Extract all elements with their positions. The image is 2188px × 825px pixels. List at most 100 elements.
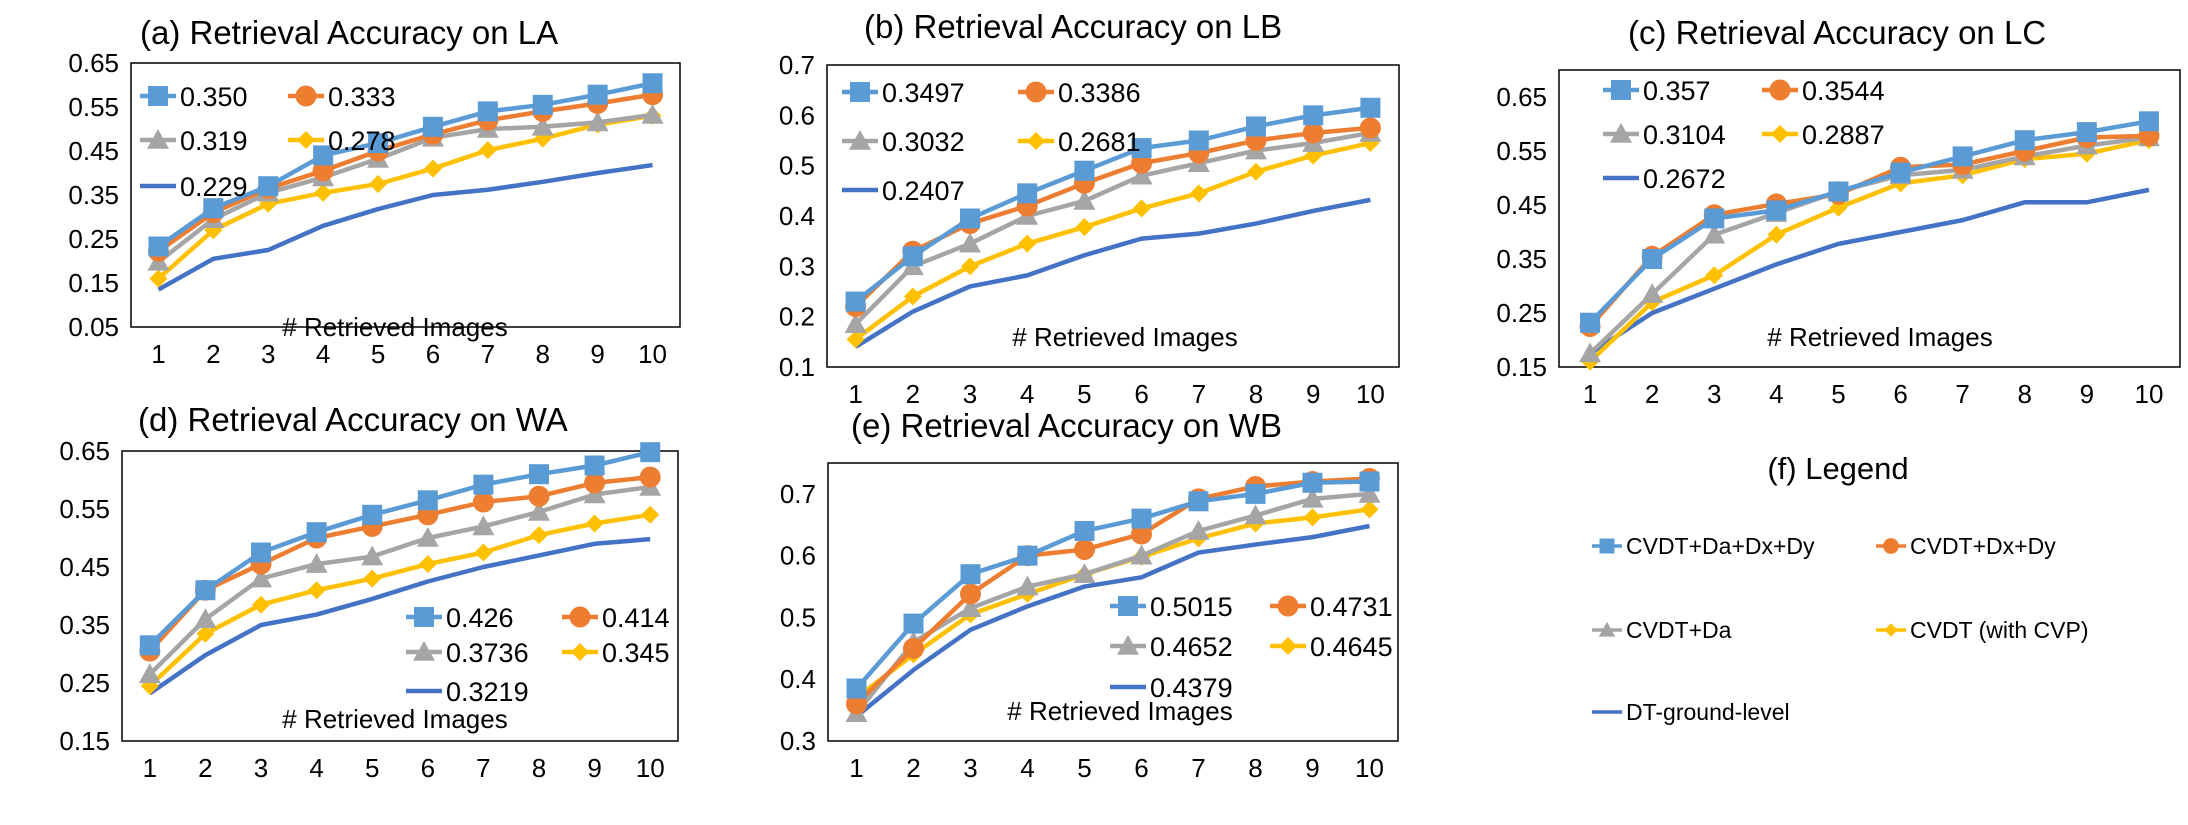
legend-entry: 0.319 bbox=[140, 126, 248, 156]
y-tick-label: 0.65 bbox=[59, 436, 110, 466]
x-tick-label: 7 bbox=[481, 339, 495, 369]
y-tick-label: 0.15 bbox=[1496, 352, 1547, 382]
y-tick-label: 0.55 bbox=[1496, 136, 1547, 166]
y-tick-label: 0.7 bbox=[780, 479, 816, 509]
legend-label: 0.2672 bbox=[1643, 164, 1726, 194]
legend-panel-label: CVDT+Dx+Dy bbox=[1910, 533, 2056, 559]
data-point bbox=[422, 116, 443, 137]
series-ground bbox=[854, 197, 1371, 349]
series-line bbox=[854, 197, 1371, 349]
x-tick-label: 9 bbox=[587, 753, 601, 783]
data-point bbox=[258, 176, 279, 197]
legend-label: 0.229 bbox=[180, 172, 248, 202]
legend-entry: 0.3736 bbox=[406, 638, 529, 668]
x-tick-label: 9 bbox=[1305, 753, 1319, 783]
y-tick-label: 0.4 bbox=[779, 201, 815, 231]
series-line bbox=[148, 484, 651, 676]
data-point bbox=[368, 133, 389, 154]
x-tick-label: 8 bbox=[532, 753, 546, 783]
x-tick-label: 2 bbox=[1645, 379, 1659, 409]
x-tick-label: 2 bbox=[906, 753, 920, 783]
x-tick-label: 2 bbox=[198, 753, 212, 783]
data-point bbox=[1131, 523, 1152, 545]
series-line bbox=[1588, 119, 2150, 325]
x-tick-label: 3 bbox=[963, 753, 977, 783]
x-tick-label: 9 bbox=[1306, 379, 1320, 409]
series-ground bbox=[148, 536, 651, 696]
legend-entry: 0.2407 bbox=[842, 176, 965, 206]
legend-label: 0.3219 bbox=[446, 677, 529, 707]
data-point bbox=[1302, 472, 1323, 493]
data-point bbox=[472, 515, 495, 536]
x-tick-label: 5 bbox=[1831, 379, 1845, 409]
series-line bbox=[854, 476, 1370, 706]
chart-a: 0.05 0.15 0.25 0.35 0.45 0.55 0.65 1 2 3 4 5 6 7 8 9 10 (… bbox=[68, 14, 681, 369]
legend-label: 0.350 bbox=[180, 82, 248, 112]
data-point bbox=[250, 567, 272, 588]
x-tick-label: 2 bbox=[206, 339, 220, 369]
legend-label: 0.3386 bbox=[1058, 78, 1141, 108]
chart-legend: 0.426 0.414 0.3736 0.345 0.3219 bbox=[406, 603, 670, 707]
data-point bbox=[1017, 183, 1038, 204]
chart-title: (a) Retrieval Accuracy on LA bbox=[140, 14, 558, 51]
data-point bbox=[1360, 97, 1381, 118]
legend-swatch-marker bbox=[297, 131, 315, 149]
legend-entry: 0.2672 bbox=[1603, 164, 1726, 194]
x-tick-label: 10 bbox=[636, 753, 665, 783]
x-tick-label: 6 bbox=[1893, 379, 1907, 409]
legend-label: 0.5015 bbox=[1150, 592, 1233, 622]
y-tick-label: 0.2 bbox=[779, 302, 815, 332]
data-point bbox=[846, 678, 867, 699]
series-line bbox=[148, 536, 651, 696]
series-line bbox=[854, 140, 1371, 342]
x-tick-label: 9 bbox=[2080, 379, 2094, 409]
x-tick-label: 4 bbox=[1020, 379, 1034, 409]
plot-frame bbox=[827, 462, 1399, 742]
data-point bbox=[1130, 544, 1153, 565]
data-point bbox=[478, 141, 497, 160]
y-tick-label: 0.25 bbox=[68, 224, 119, 254]
data-point bbox=[307, 581, 326, 600]
legend-label: 0.319 bbox=[180, 126, 248, 156]
y-tick-label: 0.45 bbox=[68, 136, 119, 166]
data-point bbox=[473, 474, 494, 495]
x-axis-label: # Retrieved Images bbox=[1767, 322, 1992, 352]
data-point bbox=[586, 111, 609, 132]
data-point bbox=[251, 542, 271, 563]
legend-entry: 0.2681 bbox=[1018, 127, 1141, 157]
series-line bbox=[148, 449, 651, 647]
data-point bbox=[1767, 225, 1786, 244]
data-point bbox=[587, 84, 608, 105]
data-point bbox=[423, 159, 442, 178]
data-point bbox=[1132, 199, 1151, 218]
x-axis-label: # Retrieved Images bbox=[1012, 322, 1237, 352]
y-tick-label: 0.5 bbox=[779, 151, 815, 181]
data-point bbox=[1073, 563, 1096, 583]
x-axis-label: # Retrieved Images bbox=[282, 704, 507, 734]
legend-swatch-marker bbox=[413, 641, 435, 661]
y-tick-label: 0.7 bbox=[779, 50, 815, 80]
series-ground bbox=[855, 523, 1370, 719]
legend-label: 0.4731 bbox=[1310, 592, 1393, 622]
data-point bbox=[149, 269, 168, 288]
x-tick-label: 5 bbox=[1077, 753, 1091, 783]
legend-swatch-marker bbox=[1610, 123, 1632, 143]
chart-c: 0.15 0.25 0.35 0.45 0.55 0.65 1 2 3 4 5 6 7 8 9 10 (c) R… bbox=[1496, 14, 2181, 409]
legend-entry: 0.3386 bbox=[1018, 78, 1141, 108]
y-tick-label: 0.35 bbox=[68, 180, 119, 210]
data-point bbox=[584, 455, 605, 476]
legend-entry: 0.3219 bbox=[406, 677, 529, 707]
legend-swatch-marker bbox=[850, 82, 870, 102]
x-tick-label: 6 bbox=[426, 339, 440, 369]
y-tick-label: 0.55 bbox=[68, 92, 119, 122]
x-tick-label: 10 bbox=[638, 339, 667, 369]
series-line bbox=[157, 81, 654, 249]
x-tick-label: 8 bbox=[1248, 753, 1262, 783]
data-point bbox=[363, 569, 382, 588]
legend-label: 0.426 bbox=[446, 603, 514, 633]
data-point bbox=[585, 514, 604, 533]
legend-entry: 0.3032 bbox=[842, 127, 965, 157]
legend-label: 0.4652 bbox=[1150, 632, 1233, 662]
legend-swatch-marker bbox=[1027, 132, 1045, 150]
